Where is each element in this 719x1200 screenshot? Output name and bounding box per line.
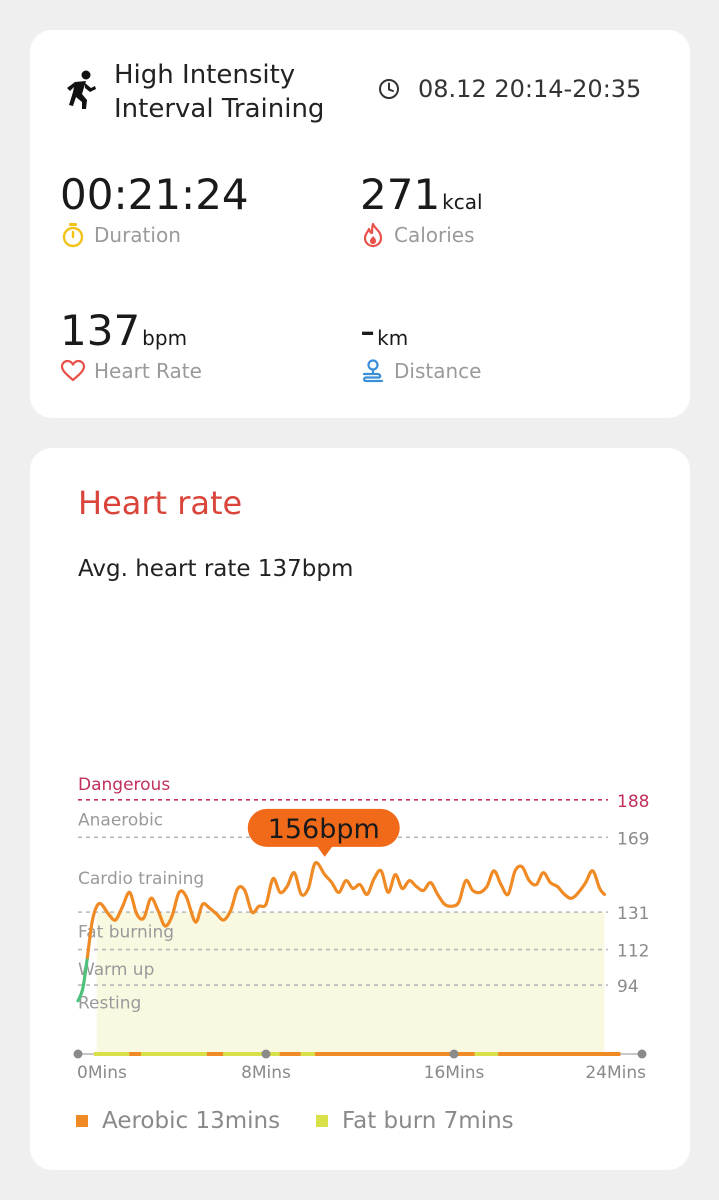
x-tick-dot [261,1049,271,1059]
duration-metric: 00:21:24 Duration [60,170,249,248]
hr-line-warmup-segment [76,955,89,1003]
running-person-icon [67,70,96,109]
peak-bubble [247,808,400,847]
distance-label: Distance [394,359,482,383]
distance-metric: - km Distance [360,306,481,384]
calories-unit: kcal [442,190,483,214]
peak-label: 156bpm [268,814,380,845]
legend-aerobic-label: Aerobic 13mins [102,1108,281,1134]
heart-icon [60,359,86,382]
heart-rate-card: Heart rate Avg. heart rate 137bpm 188 Dan… [30,448,690,1170]
zone-label-anaerobic: Anaerobic [78,810,163,830]
zone-bar-segment [498,1052,621,1056]
distance-value: - [360,306,376,355]
zone-bar-segment [141,1052,207,1056]
zone-bar-segment [474,1052,499,1056]
zone-bar-segment [94,1052,130,1056]
heart-rate-title: Heart rate [78,484,243,522]
zone-label-fat-burning: Fat burning [78,923,174,943]
zone-bar-segment [223,1052,280,1056]
chart-fill-area [96,912,605,1052]
zone-label-resting: Resting [78,994,141,1014]
zone-label-dangerous: Dangerous [78,775,170,795]
legend-fat-burn-label: Fat burn 7mins [342,1108,514,1134]
x-tick-label: 16Mins [424,1063,485,1083]
workout-title-line1: High Intensity [114,60,296,90]
x-tick-dot [449,1049,459,1059]
zone-label-warm-up: Warm up [78,960,154,980]
zone-label-cardio-training: Cardio training [78,869,204,889]
legend-fat-burn-swatch [316,1115,328,1127]
workout-summary-card: High Intensity Interval Training 08.12 2… [30,30,690,418]
zone-threshold-warm-up: 94 [617,977,639,997]
zone-threshold-dangerous: 188 [617,792,649,812]
legend-fat-burn: Fat burn 7mins [316,1108,514,1134]
zone-bar-segment [206,1052,224,1056]
x-tick-dot [73,1049,83,1059]
x-tick-label: 24Mins [585,1063,646,1083]
zone-bar-segment [300,1052,315,1056]
peak-bubble-pointer [316,845,333,857]
calories-value: 271 [360,170,441,219]
stopwatch-icon [62,223,84,248]
heart-rate-value: 137 [60,306,141,355]
route-pin-icon [362,359,384,383]
zone-threshold-fat-burning: 112 [617,942,649,962]
x-tick-label: 0Mins [77,1063,127,1083]
heart-rate-metric: 137 bpm Heart Rate [60,306,202,384]
legend-aerobic-swatch [76,1115,88,1127]
zone-threshold-cardio-training: 131 [617,904,649,924]
calories-metric: 271 kcal Calories [360,170,483,248]
clock-icon [379,79,399,99]
legend-aerobic: Aerobic 13mins [76,1108,280,1134]
zone-bar-segment [314,1052,475,1056]
zone-bar-segment [279,1052,301,1056]
x-tick-label: 8Mins [241,1063,291,1083]
duration-label: Duration [94,223,181,247]
zone-threshold-anaerobic: 169 [617,829,649,849]
heart-rate-chart: 188 Dangerous 169 Anaerobic 131 Cardio traini… [73,775,649,1083]
workout-title-line2: Interval Training [114,94,325,124]
distance-unit: km [377,326,409,350]
x-tick-dot [637,1049,647,1059]
zone-bar-segment [129,1052,141,1056]
calories-label: Calories [394,223,475,247]
hr-line [85,861,606,959]
flame-icon [363,222,383,248]
duration-value: 00:21:24 [60,170,249,219]
heart-rate-label: Heart Rate [94,359,202,383]
avg-heart-rate: Avg. heart rate 137bpm [78,556,354,582]
workout-time-range: 08.12 20:14-20:35 [418,75,642,103]
heart-rate-unit: bpm [142,326,188,350]
workout-title: High Intensity Interval Training [114,58,324,126]
